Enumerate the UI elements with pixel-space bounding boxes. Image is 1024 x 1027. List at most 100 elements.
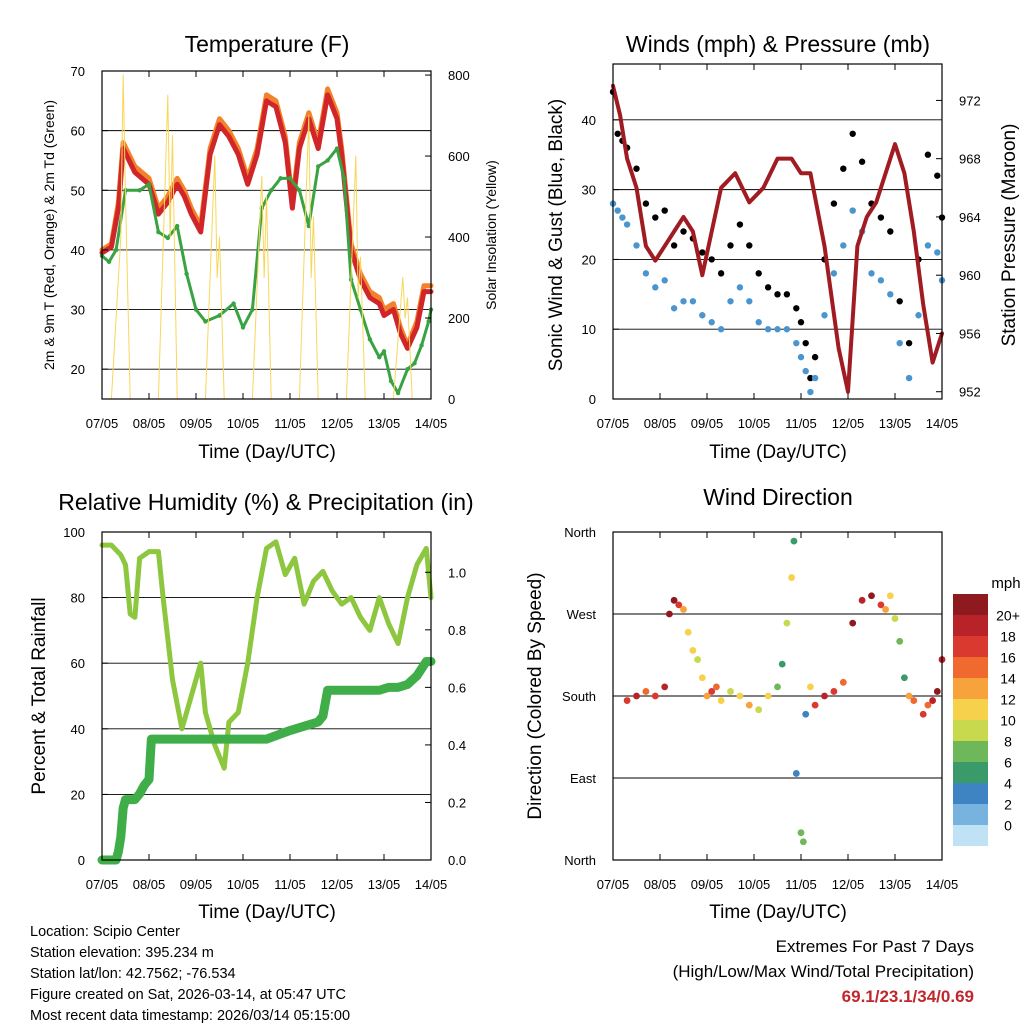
series-point: [642, 270, 650, 277]
direction-point: [708, 688, 716, 695]
direction-point: [745, 701, 753, 709]
direction-point: [797, 829, 805, 837]
series-point: [642, 200, 650, 207]
series-point: [652, 214, 659, 221]
colorbar-swatch: [953, 657, 988, 678]
direction-point: [849, 619, 857, 627]
speed-colorbar: mph 20+ 18 16 14 12 10 8 6 4 2 0: [953, 575, 1021, 846]
x-tick-label: 09/05: [691, 877, 724, 892]
direction-point: [783, 619, 791, 627]
direction-point: [905, 692, 913, 700]
series-point: [325, 158, 330, 163]
figure-created: Figure created on Sat, 2026-03-14, at 05…: [30, 987, 346, 1003]
x-tick-label: 13/05: [368, 877, 401, 892]
y2-tick-label: 800: [448, 68, 470, 83]
y-tick-label: 0: [589, 392, 596, 407]
x-tick-label: 13/05: [368, 416, 401, 431]
y2-tick-label: 1.0: [448, 565, 466, 580]
direction-point: [689, 647, 697, 654]
series-point: [358, 307, 363, 312]
series-line: [611, 83, 944, 394]
series-point: [661, 207, 668, 214]
y2-tick-label: 960: [959, 268, 981, 283]
series-point: [316, 164, 321, 169]
series-point: [802, 339, 809, 347]
x-tick-label: 07/05: [86, 416, 119, 431]
colorbar-label: 20+: [996, 608, 1020, 624]
colorbar-title: mph: [991, 575, 1020, 592]
series-point: [755, 319, 762, 326]
series-point: [689, 298, 697, 305]
y-tick-label: 40: [582, 113, 596, 128]
series-point: [746, 242, 753, 249]
series-point: [764, 284, 772, 291]
direction-point: [675, 601, 683, 609]
humidity-title: Relative Humidity (%) & Precipitation (i…: [58, 489, 473, 515]
temperature-grid: [102, 130, 431, 370]
direction-point: [929, 697, 936, 704]
series-point: [905, 374, 913, 382]
winds-series: [609, 83, 946, 396]
colorbar-label: 16: [1000, 650, 1016, 666]
series-point: [849, 207, 856, 214]
series-line: [99, 539, 434, 771]
series-point: [426, 319, 431, 324]
y2-tick-label: 600: [448, 149, 470, 164]
y2-tick-label: 0.8: [448, 623, 466, 638]
series-point: [717, 270, 725, 277]
extremes-summary: Extremes For Past 7 Days (High/Low/Max W…: [673, 934, 974, 1009]
series-line: [101, 74, 432, 400]
series-point: [764, 326, 772, 333]
direction-point: [670, 596, 678, 604]
direction-point: [698, 674, 706, 682]
direction-point: [651, 692, 659, 700]
direction-point: [830, 688, 838, 695]
direction-point: [778, 660, 786, 668]
series-point: [849, 130, 856, 137]
series-point: [727, 242, 734, 249]
colorbar-label: 12: [1000, 692, 1016, 708]
y-tick-label: 40: [71, 243, 85, 258]
series-point: [184, 271, 189, 276]
direction-point: [661, 683, 669, 691]
series-point: [858, 158, 866, 165]
station-info: Location: Scipio Center Station elevatio…: [30, 922, 350, 1027]
x-tick-label: 10/05: [738, 416, 771, 431]
humidity-frame: [101, 531, 432, 861]
direction-point: [839, 678, 847, 686]
x-tick-label: 09/05: [691, 416, 724, 431]
x-tick-label: 10/05: [227, 877, 260, 892]
direction-point: [901, 674, 908, 682]
series-point: [377, 355, 382, 360]
series-point: [727, 298, 734, 305]
series-point: [755, 270, 762, 277]
series-point: [278, 176, 283, 181]
x-tick-label: 09/05: [180, 877, 213, 892]
series-point: [797, 353, 805, 361]
series-point: [652, 284, 659, 291]
y-tick-label: North: [564, 853, 596, 868]
series-point: [395, 390, 401, 396]
series-point: [165, 235, 170, 241]
y2-tick-label: 0.2: [448, 795, 466, 810]
direction-point: [877, 601, 885, 609]
direction-point: [882, 606, 889, 613]
direction-point: [623, 697, 631, 704]
series-point: [381, 349, 387, 354]
colorbar-swatch: [953, 741, 988, 762]
series-point: [774, 326, 781, 333]
direction-ylabel: Direction (Colored By Speed): [525, 572, 546, 819]
direction-point: [755, 706, 763, 714]
series-point: [887, 291, 894, 298]
direction-point: [790, 537, 798, 545]
direction-panel: Wind Direction 07/05 08/05 09/05 10/05 11/05…: [525, 484, 1021, 923]
winds-y2label: Station Pressure (Maroon): [999, 124, 1020, 347]
series-point: [821, 312, 828, 319]
extremes-subtitle: (High/Low/Max Wind/Total Precipitation): [672, 962, 974, 981]
colorbar-label: 14: [1000, 671, 1016, 687]
series-point: [905, 339, 913, 347]
winds-axes: 07/05 08/05 09/05 10/05 11/05 12/05 13/05 14/05…: [582, 64, 981, 431]
x-tick-label: 12/05: [321, 877, 354, 892]
colorbar-label: 8: [1004, 734, 1012, 750]
